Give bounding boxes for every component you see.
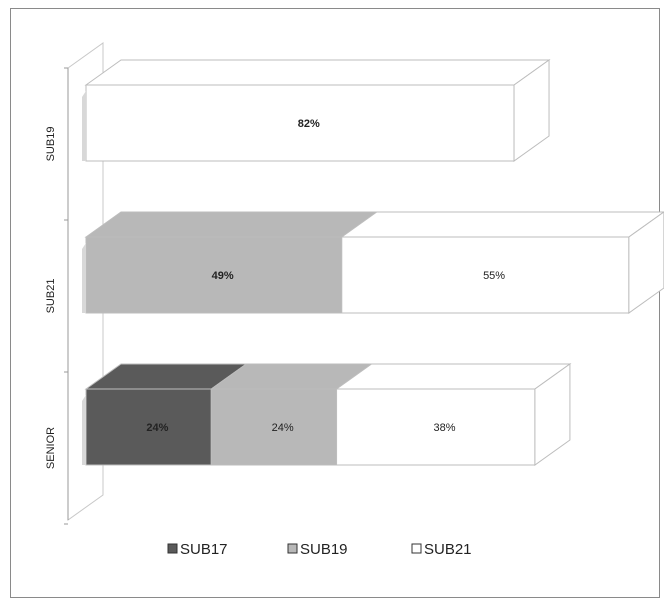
legend-swatch-sub17 bbox=[167, 543, 178, 554]
legend-swatch-sub21 bbox=[411, 543, 422, 554]
bar-top-sub21-sub21 bbox=[340, 211, 664, 238]
category-label-sub21: SUB21 bbox=[45, 279, 57, 314]
bar-sub21-sub19 bbox=[85, 236, 343, 314]
category-label-sub19: SUB19 bbox=[45, 127, 57, 162]
data-label-sub21-sub19: 49% bbox=[212, 270, 234, 282]
bar-shadow-sub19 bbox=[82, 91, 86, 161]
legend-label-sub19: SUB19 bbox=[300, 541, 348, 558]
data-label-senior-sub17: 24% bbox=[146, 422, 168, 434]
data-label-sub19-sub21: 82% bbox=[298, 118, 320, 130]
bar-end-face-senior bbox=[534, 363, 571, 466]
bar-top-sub21-sub19 bbox=[84, 211, 379, 238]
data-label-sub21-sub21: 55% bbox=[483, 270, 505, 282]
bar-senior-sub19 bbox=[210, 388, 338, 466]
legend-swatch-sub19 bbox=[287, 543, 298, 554]
category-label-senior: SENIOR bbox=[45, 427, 57, 469]
bar-senior-sub17 bbox=[85, 388, 212, 466]
bar-top-sub19-sub21 bbox=[84, 59, 551, 86]
legend-label-sub17: SUB17 bbox=[180, 541, 228, 558]
bar-end-face-sub19 bbox=[513, 59, 550, 162]
bar-top-senior-sub21 bbox=[334, 363, 572, 390]
bar-shadow-sub21 bbox=[82, 243, 86, 313]
bars-layer bbox=[82, 59, 664, 466]
bar-senior-sub21 bbox=[336, 388, 536, 466]
legend-layer: SUB17 SUB19 SUB21 bbox=[167, 541, 472, 558]
labels-layer: 82% 49% 55% 24% 24% 38% bbox=[146, 118, 505, 434]
data-label-senior-sub21: 38% bbox=[433, 422, 455, 434]
bar-shadow-senior bbox=[82, 395, 86, 465]
data-label-senior-sub19: 24% bbox=[272, 422, 294, 434]
legend-label-sub21: SUB21 bbox=[424, 541, 472, 558]
bar-sub19-sub21 bbox=[85, 84, 515, 162]
bar-sub21-sub21 bbox=[341, 236, 630, 314]
